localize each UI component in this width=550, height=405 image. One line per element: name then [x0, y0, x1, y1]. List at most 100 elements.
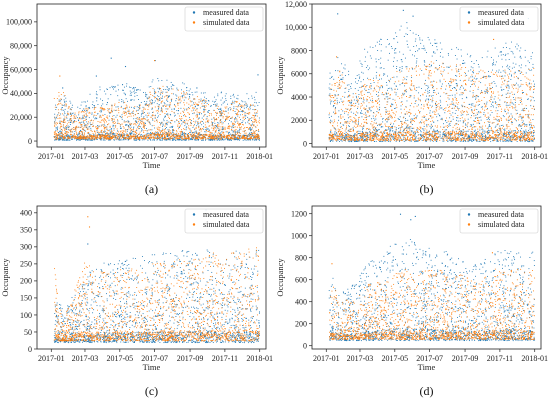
data-point: [248, 109, 250, 111]
data-point: [473, 113, 475, 115]
data-point: [213, 104, 215, 105]
data-point: [64, 95, 66, 96]
data-point: [186, 109, 188, 111]
data-point: [183, 138, 185, 140]
data-point: [127, 100, 128, 102]
data-point: [87, 136, 89, 138]
data-point: [506, 66, 508, 68]
data-point: [375, 128, 376, 129]
data-point: [486, 92, 488, 93]
data-point: [252, 135, 254, 137]
data-point: [250, 104, 251, 106]
data-point: [448, 138, 450, 139]
data-point: [63, 92, 64, 94]
data-point: [96, 117, 98, 119]
data-point: [114, 133, 116, 135]
data-point: [130, 130, 132, 132]
data-point: [196, 125, 198, 127]
data-point: [119, 124, 121, 126]
data-point: [140, 118, 142, 120]
data-point: [461, 85, 463, 87]
data-point: [190, 123, 192, 125]
data-point: [258, 135, 260, 137]
data-point: [153, 139, 155, 141]
data-point: [137, 126, 138, 128]
data-point: [92, 136, 94, 138]
data-point: [100, 138, 102, 140]
data-point: [104, 130, 106, 132]
data-point: [384, 73, 386, 75]
data-point: [120, 115, 122, 117]
data-point: [215, 127, 217, 129]
data-point: [478, 66, 480, 68]
data-point: [84, 130, 85, 132]
data-point: [87, 132, 89, 134]
data-point: [183, 93, 185, 95]
data-point: [444, 129, 446, 131]
data-point: [382, 86, 383, 88]
data-point: [230, 137, 231, 139]
data-point: [490, 56, 492, 58]
data-point: [479, 129, 481, 131]
data-point: [532, 66, 534, 68]
data-point: [190, 120, 192, 122]
data-point: [122, 126, 124, 128]
data-point: [227, 132, 229, 134]
data-point: [106, 135, 108, 137]
data-point: [475, 114, 477, 116]
data-point: [242, 123, 244, 125]
data-point: [401, 126, 403, 128]
data-point: [470, 66, 472, 68]
data-point: [378, 124, 380, 126]
data-point: [98, 134, 100, 136]
data-point: [498, 120, 500, 122]
data-point: [176, 120, 178, 121]
data-point: [219, 115, 221, 117]
data-point: [159, 133, 161, 135]
data-point: [71, 113, 73, 115]
data-point: [528, 62, 530, 64]
data-point: [504, 75, 506, 77]
data-point: [246, 134, 248, 136]
data-point: [69, 139, 71, 141]
data-point: [157, 78, 159, 79]
data-point: [58, 103, 60, 105]
data-point: [123, 86, 125, 88]
data-point: [406, 66, 408, 68]
data-point: [148, 104, 150, 106]
data-point: [116, 122, 118, 124]
data-point: [130, 137, 132, 139]
data-point: [73, 127, 75, 129]
data-point: [166, 95, 168, 97]
data-point: [242, 139, 244, 141]
data-point: [431, 95, 433, 97]
data-point: [517, 45, 519, 47]
data-point: [519, 124, 521, 125]
data-point: [82, 128, 84, 130]
data-point: [488, 76, 490, 78]
data-point: [134, 92, 136, 94]
data-point: [504, 55, 506, 56]
data-point: [157, 108, 159, 110]
data-point: [63, 119, 64, 121]
data-point: [95, 134, 97, 136]
data-point: [66, 138, 68, 140]
data-point: [164, 135, 166, 137]
data-point: [123, 134, 125, 136]
data-point: [159, 88, 161, 90]
data-point: [217, 112, 218, 114]
data-point: [89, 107, 91, 109]
data-point: [230, 133, 232, 135]
data-point: [55, 137, 57, 138]
data-point: [54, 134, 56, 136]
data-point: [59, 120, 61, 122]
data-point: [185, 135, 186, 137]
data-point: [379, 40, 381, 42]
data-point: [257, 110, 259, 112]
data-point: [228, 134, 230, 136]
data-point: [474, 117, 476, 119]
data-point: [56, 116, 57, 118]
data-point: [84, 108, 86, 110]
data-point: [348, 90, 350, 92]
data-point: [426, 123, 428, 125]
